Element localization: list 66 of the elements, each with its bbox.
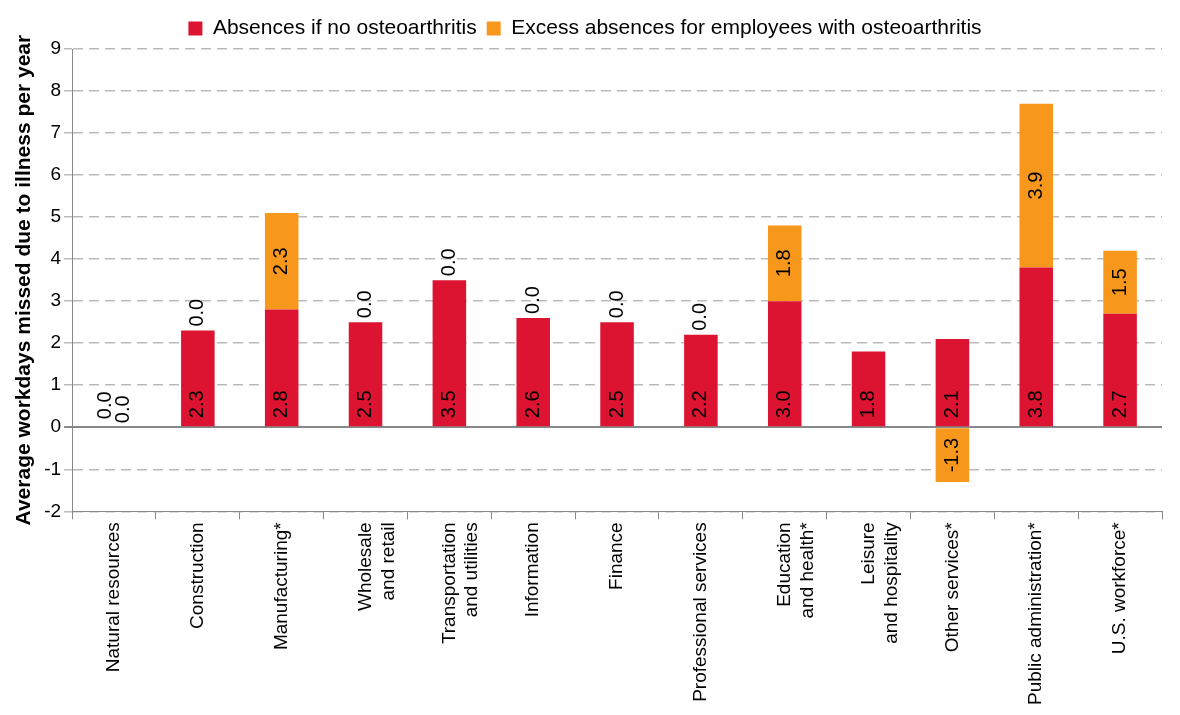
- data-label: 2.7: [1107, 390, 1130, 419]
- data-label: 2.8: [269, 390, 292, 419]
- y-tick-label: -2: [44, 499, 62, 521]
- x-tick-label: Wholesale and retail: [353, 522, 398, 612]
- data-label: 0.0: [604, 290, 627, 319]
- y-tick-label: 7: [50, 121, 62, 143]
- data-label: 3.8: [1023, 390, 1046, 419]
- bar: [767, 225, 802, 302]
- data-label: 3.5: [436, 390, 459, 419]
- x-tick-label: U.S. workforce*: [1108, 521, 1130, 655]
- bar: [1019, 103, 1054, 268]
- legend-label: Excess absences for employees with osteoarthritis: [511, 15, 982, 39]
- bar: [432, 280, 467, 427]
- data-label: 2.2: [688, 390, 711, 419]
- x-tick-label: Professional services: [689, 522, 711, 702]
- y-tick-label: 5: [50, 205, 62, 227]
- data-label: 3.0: [772, 390, 795, 419]
- x-tick-label: Information: [521, 522, 543, 618]
- data-label: 0.0: [353, 290, 376, 319]
- data-label: -1.3: [939, 437, 962, 473]
- x-tick-label: Finance: [605, 522, 627, 590]
- x-tick-label: Manufacturing*: [269, 521, 291, 651]
- bar: [264, 309, 299, 427]
- bar: [600, 322, 634, 427]
- y-tick-label: 2: [50, 331, 62, 353]
- bar: [1019, 267, 1054, 427]
- bar: [181, 330, 215, 427]
- y-axis-title: Average workdays missed due to illness per year: [11, 34, 35, 526]
- data-label: 3.9: [1023, 171, 1046, 200]
- data-label: 2.6: [520, 390, 543, 419]
- bar: [264, 212, 299, 310]
- x-tick-label: Construction: [186, 522, 208, 629]
- data-label: 0.0: [185, 298, 208, 327]
- data-label: 1.8: [772, 249, 795, 278]
- data-label: 2.1: [939, 390, 962, 419]
- bar: [684, 334, 718, 427]
- data-label: 1.8: [856, 390, 879, 419]
- data-label: 1.5: [1107, 268, 1130, 297]
- data-label: 2.3: [269, 247, 292, 276]
- y-tick-label: -1: [44, 457, 62, 479]
- data-label: 2.5: [604, 390, 627, 419]
- data-label: 0.0: [520, 286, 543, 314]
- y-tick-label: 4: [50, 247, 62, 269]
- bar: [516, 317, 550, 427]
- bar: [767, 301, 802, 427]
- y-tick-label: 0: [50, 415, 62, 437]
- x-tick-label: Education and health*: [772, 521, 817, 619]
- y-tick-label: 3: [50, 289, 62, 311]
- bar: [935, 428, 970, 482]
- data-label: 0.0: [436, 248, 459, 277]
- data-label: 2.3: [185, 390, 208, 419]
- legend-label: Absences if no osteoarthritis: [212, 15, 477, 39]
- bar: [851, 351, 886, 427]
- data-label: 0.0: [688, 302, 711, 331]
- bar: [348, 322, 383, 427]
- y-tick-label: 8: [50, 79, 62, 101]
- bar: [935, 338, 970, 427]
- y-tick-label: 9: [50, 37, 62, 59]
- x-tick-label: Public administration*: [1024, 521, 1046, 705]
- x-tick-label: Other services*: [940, 521, 962, 653]
- bar: [1103, 250, 1137, 314]
- y-tick-label: 1: [50, 373, 62, 395]
- y-tick-label: 6: [50, 163, 62, 185]
- x-tick-label: Natural resources: [102, 522, 124, 673]
- data-label: 2.5: [353, 390, 376, 419]
- bar: [1103, 313, 1137, 427]
